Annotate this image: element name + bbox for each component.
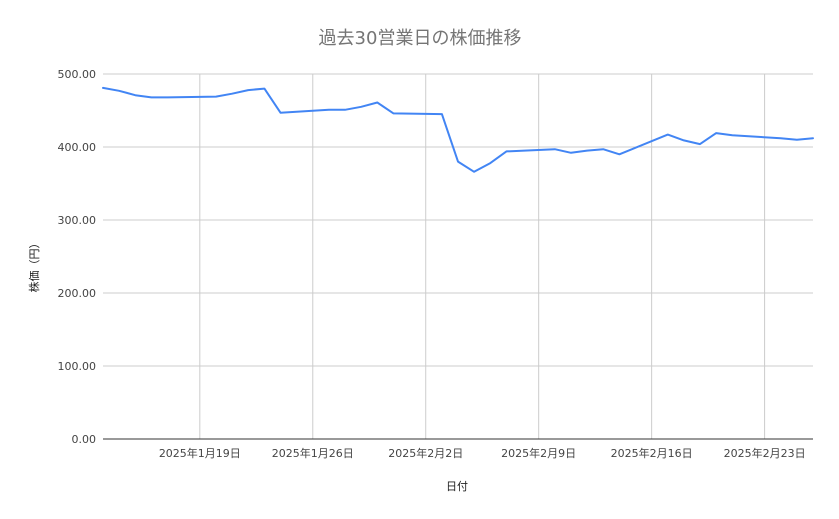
x-tick-label: 2025年2月23日	[724, 446, 806, 460]
y-tick-label: 100.00	[58, 360, 97, 373]
grid-layer	[103, 73, 813, 439]
x-axis-title: 日付	[446, 480, 468, 493]
y-tick-label: 500.00	[58, 68, 97, 81]
x-tick-label: 2025年2月2日	[388, 446, 463, 460]
x-axis-ticks: 2025年1月19日 2025年1月26日 2025年2月2日 2025年2月9日 20…	[159, 446, 806, 460]
chart-title: 過去30営業日の株価推移	[319, 28, 522, 49]
series-layer	[102, 86, 814, 173]
x-tick-label: 2025年1月19日	[159, 446, 241, 460]
y-tick-label: 0.00	[72, 433, 97, 446]
x-tick-label: 2025年2月16日	[611, 446, 693, 460]
y-axis-ticks: 0.00 100.00 200.00 300.00 400.00 500.00	[58, 68, 97, 446]
x-tick-label: 2025年2月9日	[501, 446, 576, 460]
series-line	[102, 86, 814, 173]
y-tick-label: 400.00	[58, 141, 97, 154]
y-tick-label: 300.00	[58, 214, 97, 227]
y-tick-label: 200.00	[58, 287, 97, 300]
y-axis-title: 株価（円）	[27, 238, 41, 293]
x-tick-label: 2025年1月26日	[272, 446, 354, 460]
